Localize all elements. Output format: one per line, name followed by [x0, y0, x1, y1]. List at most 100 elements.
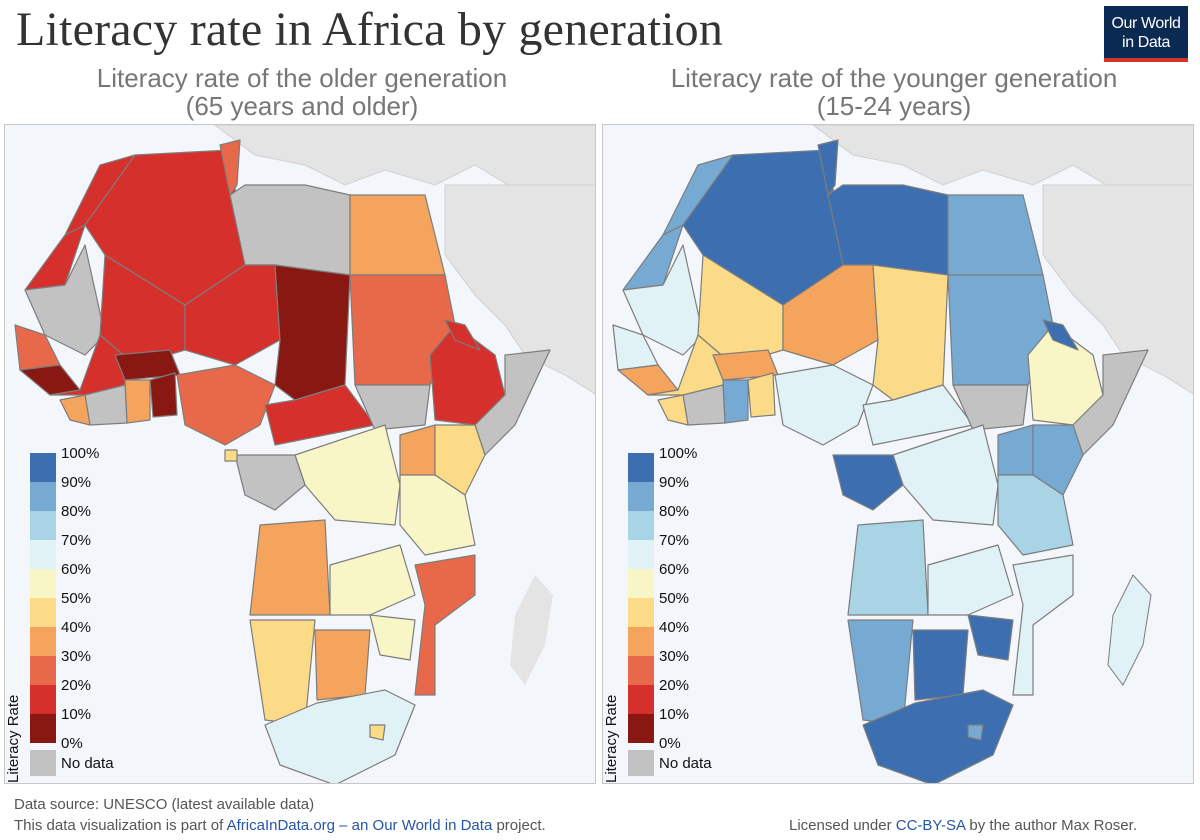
legend-swatch-100 [30, 453, 56, 482]
right-subtitle-line-1: Literacy rate of the younger generation [670, 63, 1118, 93]
chad [872, 264, 949, 401]
older-countries [14, 139, 551, 783]
legend-label: 10% [61, 706, 92, 723]
tunisia [817, 139, 839, 196]
legend-label: 10% [659, 706, 690, 723]
license-suffix: by the author Max Roser. [965, 817, 1137, 834]
cc-by-sa-link[interactable]: CC-BY-SA [895, 817, 966, 834]
younger-map-svg [612, 125, 1193, 783]
legend-label: 30% [659, 648, 690, 665]
project-prefix: This data visualization is part of [14, 817, 227, 834]
legend-label: 100% [659, 445, 698, 462]
project-note: This data visualization is part of Afric… [14, 817, 546, 834]
uganda-kenya [997, 424, 1034, 476]
chad [274, 264, 351, 401]
botswana [314, 629, 371, 701]
legend-swatch-30 [628, 656, 654, 685]
legend-label: 90% [61, 474, 92, 491]
small-coast-country [224, 449, 238, 462]
guinea-region [617, 364, 679, 396]
lesotho [369, 724, 386, 741]
togo-benin [747, 372, 776, 418]
legend-label: 50% [61, 590, 92, 607]
legend-axis-title: Literacy Rate [603, 694, 620, 783]
legend-label: 20% [61, 677, 92, 694]
mozambique [414, 554, 476, 696]
tanzania [997, 474, 1074, 556]
legend-swatch-80 [30, 511, 56, 540]
legend-no-data-label: No data [659, 755, 712, 772]
legend-swatch-50 [30, 598, 56, 627]
gabon-congo [832, 454, 904, 511]
legend-swatch-30 [30, 656, 56, 685]
legend-swatch-20 [30, 685, 56, 714]
south-sudan [354, 384, 431, 431]
botswana [912, 629, 969, 701]
south-sudan [952, 384, 1029, 431]
legend-swatch-90 [30, 482, 56, 511]
legend-label: 100% [61, 445, 100, 462]
mozambique [1012, 554, 1074, 696]
lesotho [967, 724, 984, 741]
tunisia [219, 139, 241, 196]
legend-swatch-10 [30, 714, 56, 743]
older-map-legend: 100% 90% 80% 70% 60% 50% 40% 30% 20% 10%… [5, 445, 157, 783]
legend-swatch-80 [628, 511, 654, 540]
legend-swatch-60 [30, 569, 56, 598]
guinea-region [19, 364, 81, 396]
legend-swatch-10 [628, 714, 654, 743]
liberia [657, 394, 689, 426]
legend-swatch-100 [628, 453, 654, 482]
legend-axis-title: Literacy Rate [5, 694, 22, 783]
older-map-svg [14, 125, 595, 783]
liberia [59, 394, 91, 426]
nigeria [774, 364, 874, 446]
owid-logo[interactable]: Our World in Data [1104, 6, 1188, 62]
legend-label: 80% [61, 503, 92, 520]
left-map-subtitle: Literacy rate of the older generation (6… [12, 64, 592, 120]
tanzania [399, 474, 476, 556]
logo-line-2: in Data [1122, 34, 1170, 51]
legend-label: 0% [659, 735, 681, 752]
ghana [722, 379, 749, 424]
younger-map-legend: 100% 90% 80% 70% 60% 50% 40% 30% 20% 10%… [603, 445, 755, 783]
legend-swatch-70 [30, 540, 56, 569]
eritrea [444, 319, 481, 351]
legend-label: 90% [659, 474, 690, 491]
legend-no-data-label: No data [61, 755, 114, 772]
legend-label: 70% [61, 532, 92, 549]
younger-countries [612, 139, 1149, 783]
project-suffix: project. [492, 817, 546, 834]
legend-label: 60% [659, 561, 690, 578]
legend-swatch-60 [628, 569, 654, 598]
eritrea [1042, 319, 1079, 351]
egypt [349, 194, 446, 276]
logo-line-1: Our World [1111, 15, 1181, 32]
license-note: Licensed under CC-BY-SA by the author Ma… [789, 817, 1137, 834]
zambia [927, 544, 1014, 616]
drc [892, 424, 999, 526]
legend-label: 40% [61, 619, 92, 636]
chart-title: Literacy rate in Africa by generation [16, 3, 724, 56]
madagascar-landmass [1107, 574, 1152, 686]
europe-landmass [812, 125, 1193, 196]
legend-label: 80% [659, 503, 690, 520]
legend-swatch-40 [628, 627, 654, 656]
kenya [1032, 424, 1084, 496]
kenya [434, 424, 486, 496]
right-map-subtitle: Literacy rate of the younger generation … [604, 64, 1184, 120]
uganda-kenya [399, 424, 436, 476]
legend-swatch-70 [628, 540, 654, 569]
angola [249, 519, 331, 616]
legend-swatch-20 [628, 685, 654, 714]
europe-landmass [214, 125, 595, 196]
legend-swatch-40 [30, 627, 56, 656]
africaindata-link[interactable]: AfricaInData.org – an Our World in Data [226, 817, 493, 834]
legend-label: 30% [61, 648, 92, 665]
legend-label: 0% [61, 735, 83, 752]
nigeria [176, 364, 276, 446]
ghana [124, 379, 151, 424]
gabon-congo [234, 454, 306, 511]
angola [847, 519, 929, 616]
legend-swatch-90 [628, 482, 654, 511]
